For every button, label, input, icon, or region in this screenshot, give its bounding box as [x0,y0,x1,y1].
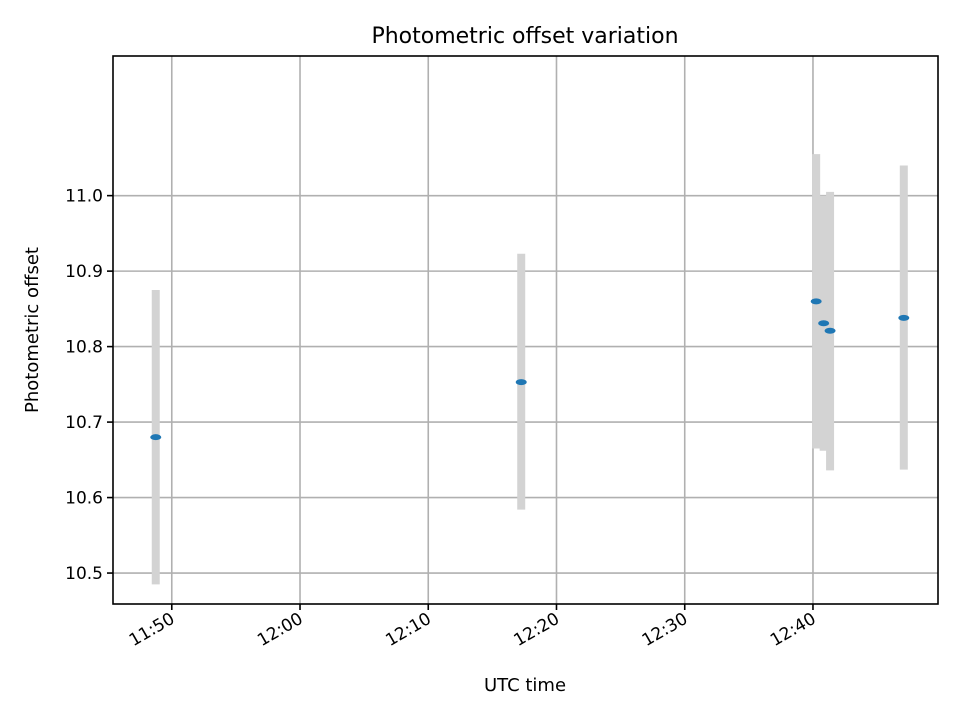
x-tick-label: 12:00 [254,609,306,651]
x-tick-label: 12:10 [382,609,434,651]
y-tick-label: 11.0 [65,187,103,207]
x-tick-label: 12:20 [511,609,563,651]
y-tick-label: 10.9 [65,262,103,282]
data-point [515,379,527,386]
x-axis-label: UTC time [484,675,566,696]
errorbar-layer [151,154,908,585]
data-point [898,314,910,321]
x-tick-label: 12:30 [639,609,691,651]
data-point [824,327,836,334]
y-tick-label: 10.5 [65,564,103,584]
y-tick-label: 10.7 [65,413,103,433]
point-layer [150,298,910,441]
plot-frame [112,55,939,605]
data-point [150,434,162,441]
chart-title: Photometric offset variation [371,24,678,49]
data-point [810,298,822,305]
y-tick-label: 10.6 [65,489,103,509]
data-point [818,320,830,327]
tick-layer: 11:50 12:00 12:10 12:20 12:30 12:40 10.5 10.6 10… [65,187,819,651]
x-tick-label: 11:50 [126,609,178,651]
y-axis-label: Photometric offset [22,247,43,413]
x-tick-label: 12:40 [767,609,819,651]
y-tick-label: 10.8 [65,338,103,358]
